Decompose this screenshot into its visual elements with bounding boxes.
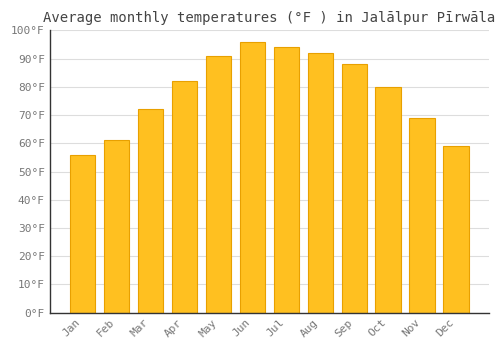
Bar	[410, 118, 435, 313]
Bar	[342, 64, 367, 313]
Title: Average monthly temperatures (°F ) in Jalālpur Pīrwāla: Average monthly temperatures (°F ) in Ja…	[43, 11, 496, 25]
Bar	[274, 47, 299, 313]
Bar	[138, 110, 163, 313]
Bar	[444, 146, 469, 313]
Bar	[104, 140, 129, 313]
Bar	[206, 56, 231, 313]
Bar	[308, 53, 333, 313]
Bar	[240, 42, 265, 313]
Bar	[376, 87, 401, 313]
Bar	[70, 155, 95, 313]
Bar	[172, 81, 197, 313]
